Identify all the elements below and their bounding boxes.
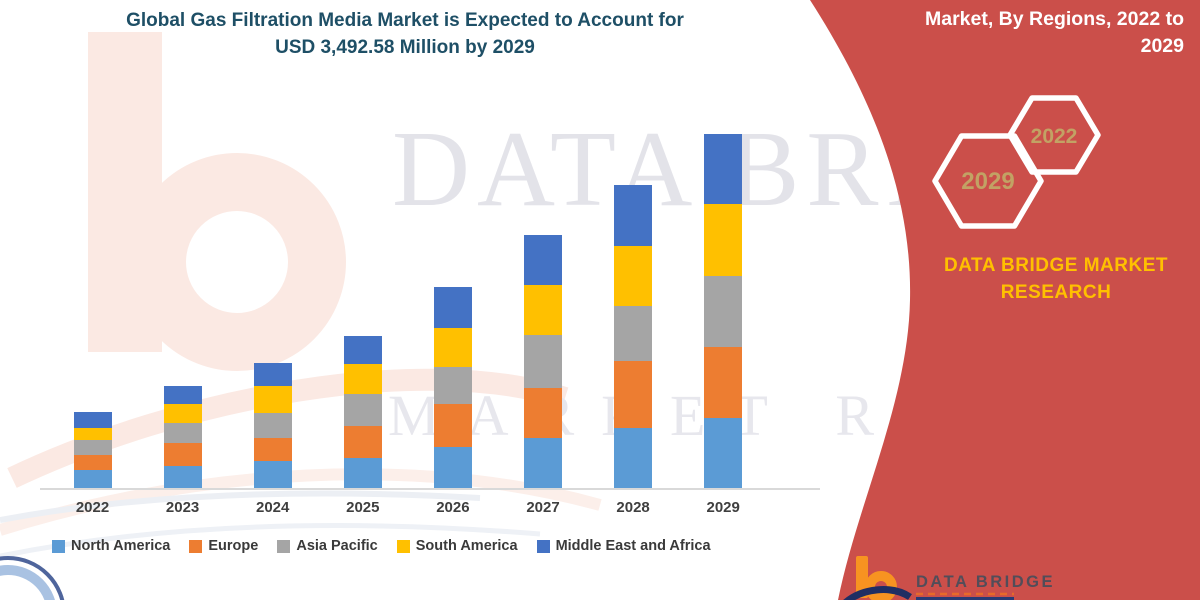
- segment-europe-2028: [614, 361, 653, 429]
- legend-marker-icon: [52, 539, 65, 553]
- segment-south-america-2029: [704, 203, 743, 276]
- segment-europe-2026: [433, 404, 472, 448]
- legend-label: Middle East and Africa: [555, 538, 711, 554]
- segment-europe-2027: [524, 387, 562, 439]
- x-axis-label-2029: 2029: [706, 499, 740, 516]
- segment-south-america-2023: [163, 404, 202, 423]
- segment-middle-east-and-africa-2023: [163, 385, 202, 405]
- segment-asia-pacific-2024: [253, 412, 292, 438]
- legend-item-middle-east-and-africa: Middle East and Africa: [536, 538, 711, 554]
- segment-middle-east-and-africa-2025: [343, 335, 382, 365]
- segment-europe-2025: [343, 426, 382, 458]
- panel-heading-line2: 2029: [1140, 35, 1184, 57]
- segment-asia-pacific-2028: [614, 305, 653, 362]
- legend-marker-icon: [277, 539, 291, 553]
- segment-middle-east-and-africa-2026: [433, 287, 472, 328]
- bar-2022: [73, 412, 112, 488]
- stacked-bar-chart: 2022 2023 2024 2025 2026 2027 2028 2029: [40, 134, 820, 516]
- segment-north-america-2029: [704, 417, 743, 488]
- x-axis-label-2027: 2027: [526, 499, 560, 516]
- segment-europe-2022: [73, 455, 112, 470]
- segment-south-america-2024: [253, 385, 292, 413]
- segment-europe-2023: [163, 442, 202, 467]
- bar-2025: [343, 335, 382, 488]
- segment-north-america-2028: [614, 428, 653, 488]
- segment-europe-2024: [253, 437, 292, 462]
- bar-2026: [433, 287, 472, 488]
- segment-north-america-2024: [253, 461, 292, 488]
- segment-north-america-2025: [343, 457, 382, 488]
- segment-middle-east-and-africa-2027: [524, 235, 562, 285]
- page-title-line1: Global Gas Filtration Media Market is Ex…: [126, 10, 684, 31]
- segment-north-america-2023: [163, 466, 202, 488]
- segment-asia-pacific-2029: [704, 275, 743, 347]
- x-axis-label-2024: 2024: [256, 499, 290, 516]
- chart-legend: North America Europe Asia Pacific South Ame…: [52, 538, 711, 554]
- segment-south-america-2028: [614, 246, 653, 306]
- legend-marker-icon: [189, 539, 203, 553]
- segment-europe-2029: [704, 346, 743, 418]
- legend-label: North America: [71, 538, 171, 554]
- legend-item-north-america: North America: [52, 538, 170, 554]
- bar-2028: [614, 185, 653, 488]
- page-title-line2: USD 3,492.58 Million by 2029: [275, 37, 535, 58]
- legend-item-europe: Europe: [189, 538, 258, 554]
- segment-south-america-2025: [343, 364, 382, 395]
- bar-2027: [524, 235, 562, 488]
- segment-asia-pacific-2023: [163, 422, 202, 443]
- legend-label: Asia Pacific: [296, 538, 378, 554]
- segment-middle-east-and-africa-2022: [73, 412, 112, 428]
- segment-middle-east-and-africa-2024: [253, 362, 292, 386]
- x-axis-label-2022: 2022: [75, 499, 110, 516]
- legend-item-asia-pacific: Asia Pacific: [277, 538, 378, 554]
- panel-brand-text: DATA BRIDGE MARKET RESEARCH: [944, 255, 1168, 303]
- legend-item-south-america: South America: [396, 538, 518, 554]
- legend-marker-icon: [536, 539, 550, 553]
- segment-north-america-2027: [524, 438, 562, 488]
- x-axis-label-2023: 2023: [165, 499, 200, 516]
- x-axis-line: [40, 488, 820, 490]
- panel-heading-line1: Market, By Regions, 2022 to: [924, 8, 1184, 30]
- panel-heading: Market, By Regions, 2022 to 2029: [864, 6, 1184, 60]
- bar-2024: [253, 362, 292, 488]
- segment-north-america-2022: [73, 469, 112, 488]
- segment-middle-east-and-africa-2029: [704, 134, 743, 204]
- legend-label: Europe: [208, 538, 259, 554]
- segment-asia-pacific-2026: [433, 367, 472, 405]
- segment-south-america-2027: [524, 284, 562, 335]
- page-title: Global Gas Filtration Media Market is Ex…: [40, 7, 770, 61]
- segment-asia-pacific-2025: [343, 394, 382, 427]
- x-axis-label-2025: 2025: [346, 499, 380, 516]
- x-axis-label-2026: 2026: [436, 499, 470, 516]
- segment-south-america-2026: [433, 327, 472, 368]
- segment-asia-pacific-2027: [524, 334, 562, 388]
- legend-label: South America: [415, 538, 518, 554]
- legend-marker-icon: [396, 539, 410, 553]
- segment-north-america-2026: [433, 447, 472, 488]
- segment-middle-east-and-africa-2028: [614, 185, 653, 247]
- segment-asia-pacific-2022: [73, 440, 112, 456]
- footer-logo-text: DATA BRIDGE: [916, 573, 1055, 591]
- x-axis-label-2028: 2028: [616, 499, 650, 516]
- segment-south-america-2022: [73, 427, 112, 441]
- bar-2029: [704, 134, 743, 488]
- bar-2023: [163, 385, 202, 488]
